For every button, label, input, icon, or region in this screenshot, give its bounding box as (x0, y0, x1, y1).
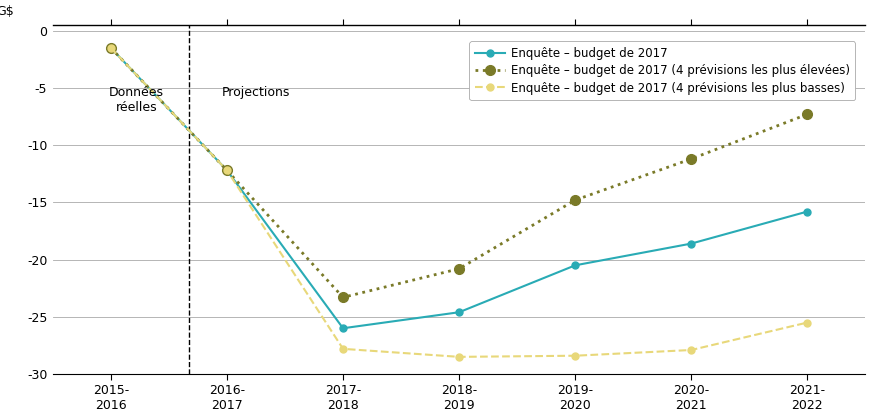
Enquête – budget de 2017 (4 prévisions les plus élevées) (222, 168, 233, 173)
Enquête – budget de 2017 (454, 310, 464, 315)
Enquête – budget de 2017 (4 prévisions les plus basses) (686, 347, 697, 352)
Enquête – budget de 2017 (338, 326, 348, 331)
Text: G$: G$ (0, 5, 14, 18)
Enquête – budget de 2017 (105, 46, 116, 51)
Enquête – budget de 2017 (4 prévisions les plus élevées) (454, 266, 464, 271)
Enquête – budget de 2017 (4 prévisions les plus élevées) (570, 198, 580, 203)
Enquête – budget de 2017 (4 prévisions les plus élevées) (105, 46, 116, 51)
Line: Enquête – budget de 2017 (4 prévisions les plus élevées): Enquête – budget de 2017 (4 prévisions l… (106, 43, 813, 302)
Line: Enquête – budget de 2017: Enquête – budget de 2017 (107, 44, 811, 332)
Enquête – budget de 2017 (4 prévisions les plus élevées) (686, 156, 697, 161)
Line: Enquête – budget de 2017 (4 prévisions les plus basses): Enquête – budget de 2017 (4 prévisions l… (107, 44, 811, 360)
Enquête – budget de 2017 (4 prévisions les plus basses) (802, 320, 813, 325)
Enquête – budget de 2017 (4 prévisions les plus basses) (222, 168, 233, 173)
Enquête – budget de 2017 (4 prévisions les plus élevées) (802, 112, 813, 117)
Text: Projections: Projections (222, 86, 290, 99)
Enquête – budget de 2017 (222, 168, 233, 173)
Enquête – budget de 2017 (4 prévisions les plus basses) (454, 354, 464, 359)
Enquête – budget de 2017 (686, 241, 697, 246)
Enquête – budget de 2017 (4 prévisions les plus basses) (570, 353, 580, 358)
Enquête – budget de 2017 (570, 263, 580, 268)
Text: Données
réelles: Données réelles (109, 86, 164, 114)
Enquête – budget de 2017 (4 prévisions les plus basses) (105, 46, 116, 51)
Legend: Enquête – budget de 2017, Enquête – budget de 2017 (4 prévisions les plus élevée: Enquête – budget de 2017, Enquête – budg… (469, 41, 855, 100)
Enquête – budget de 2017 (4 prévisions les plus basses) (338, 347, 348, 352)
Enquête – budget de 2017 (4 prévisions les plus élevées) (338, 295, 348, 300)
Enquête – budget de 2017 (802, 209, 813, 214)
